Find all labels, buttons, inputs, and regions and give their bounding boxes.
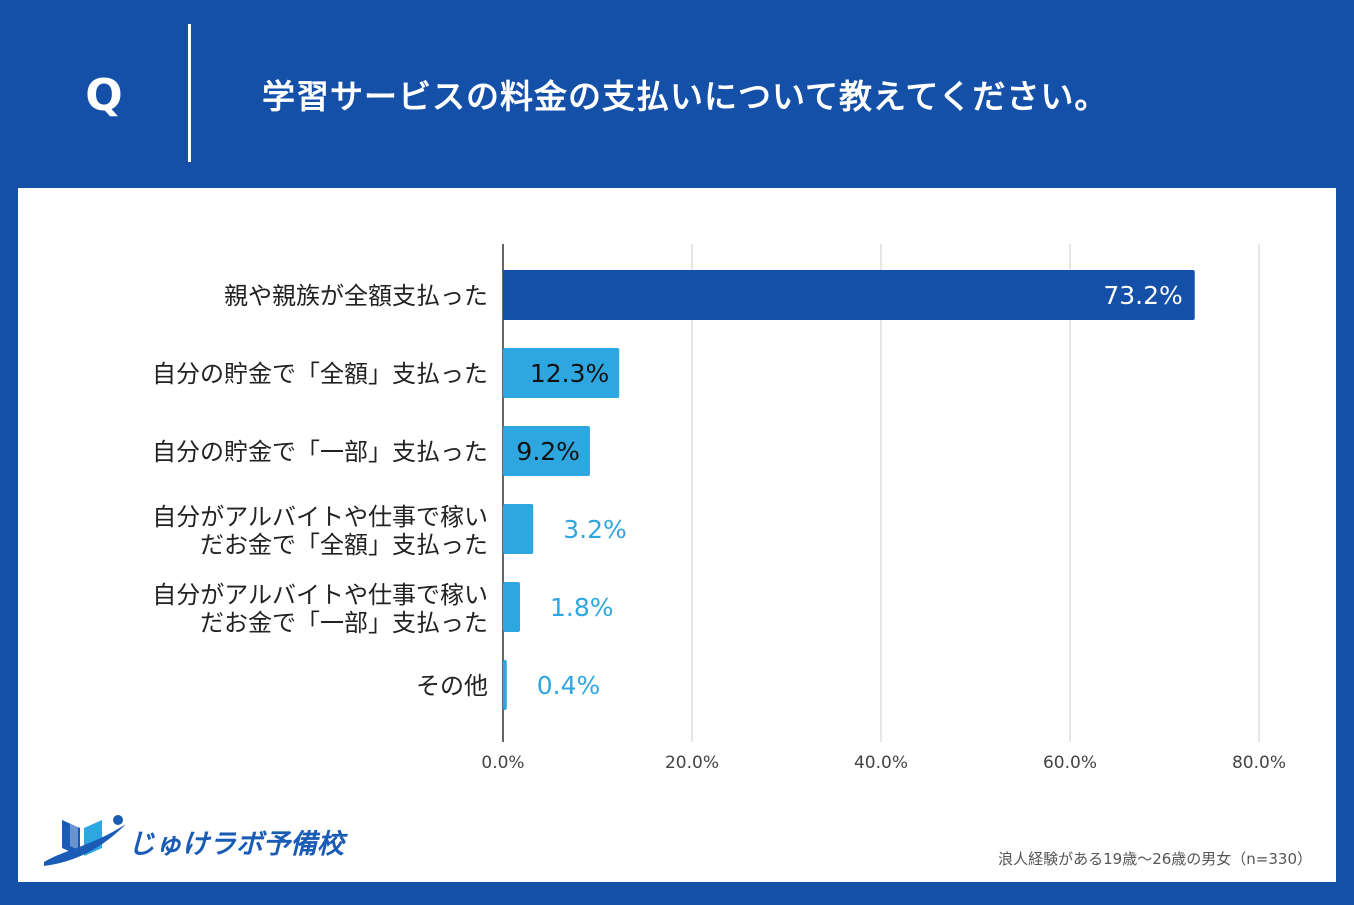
book-swoosh-icon [44,815,126,866]
header-divider [188,24,191,162]
bar [503,270,1195,320]
value-label: 3.2% [563,515,627,544]
value-label: 1.8% [550,593,614,622]
x-tick-label: 80.0% [1232,753,1286,773]
category-label: 自分がアルバイトや仕事で稼い [152,581,488,609]
x-tick-label: 20.0% [665,753,719,773]
header: Q 学習サービスの料金の支払いについて教えてください。 [0,0,1354,188]
x-tick-label: 60.0% [1043,753,1097,773]
value-label: 0.4% [537,671,601,700]
bar [503,660,507,710]
value-label: 12.3% [530,359,609,388]
bar [503,504,534,554]
bar [503,426,590,476]
category-label: 自分の貯金で「全額」支払った [152,360,488,388]
category-label: だお金で「一部」支払った [200,609,488,637]
x-tick-label: 0.0% [481,753,524,773]
category-label: だお金で「全額」支払った [200,531,488,559]
bar [503,348,620,398]
footnote: 浪人経験がある19歳～26歳の男女（n=330） [998,850,1312,868]
category-label: 自分がアルバイトや仕事で稼い [152,503,488,531]
q-mark: Q [85,70,123,121]
chart-panel: 0.0% 20.0% 40.0% 60.0% 80.0% 親や親族が全額支払った 73.2%… [18,188,1336,882]
category-label: 親や親族が全額支払った [224,282,488,310]
question-title: 学習サービスの料金の支払いについて教えてください。 [262,77,1109,116]
bar [503,582,521,632]
category-label: その他 [416,672,488,700]
category-label: 自分の貯金で「一部」支払った [152,438,488,466]
bar-chart: 0.0% 20.0% 40.0% 60.0% 80.0% 親や親族が全額支払った 73.2%… [152,244,1286,773]
logo-text: じゅけラボ予備校 [128,829,344,860]
x-tick-label: 40.0% [854,753,908,773]
value-label: 73.2% [1103,281,1182,310]
value-label: 9.2% [516,437,580,466]
